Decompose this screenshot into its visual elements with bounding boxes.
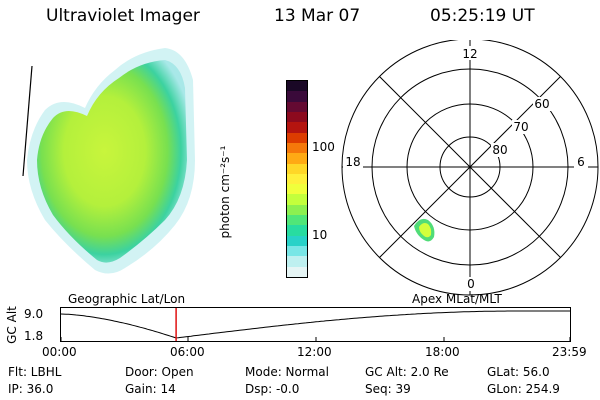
timeline-x-tick-0600: 06:00 [170, 345, 205, 359]
colorbar-segment [287, 215, 307, 226]
timeline-y-tick-1.8: 1.8 [24, 329, 44, 343]
status-gain: Gain: 14 [125, 382, 176, 396]
colorbar-tick-100: 100 [312, 140, 335, 154]
colorbar-segment [287, 122, 307, 134]
colorbar-segment [287, 204, 307, 216]
colorbar-segment [287, 81, 307, 92]
lat-label-70: 70 [513, 120, 528, 134]
observation-date: 13 Mar 07 [274, 6, 361, 26]
altitude-curve [60, 310, 571, 339]
colorbar-segment [287, 256, 307, 268]
status-dsp: Dsp: -0.0 [245, 382, 300, 396]
colorbar-segment [287, 91, 307, 103]
mlt-label-18: 18 [345, 155, 360, 169]
colorbar-tick-10: 10 [312, 228, 328, 242]
aurora-emission [37, 60, 187, 263]
timeline-x-tick-0000: 00:00 [42, 345, 77, 359]
status-glon: GLon: 254.9 [487, 382, 560, 396]
limb-line [22, 65, 33, 177]
colorbar-segment [287, 101, 307, 113]
colorbar-segment [287, 225, 307, 237]
colorbar-segment [287, 246, 307, 257]
status-seq: Seq: 39 [365, 382, 411, 396]
timeline-right-label: Apex MLat/MLT [412, 292, 502, 306]
timeline-x-tick-2359: 23:59 [552, 345, 587, 359]
mlt-label-12: 12 [462, 47, 477, 61]
timeline-x-tick-1200: 12:00 [297, 345, 332, 359]
lat-label-60: 60 [534, 97, 549, 111]
colorbar-unit-label: photon cm⁻²s⁻¹ [218, 145, 232, 239]
colorbar-segment [287, 184, 307, 195]
colorbar-segment [287, 235, 307, 247]
mlt-label-6: 6 [577, 155, 585, 169]
altitude-timeline-plot [60, 307, 571, 342]
timeline-left-label: Geographic Lat/Lon [68, 292, 186, 306]
aurora-spot [414, 218, 435, 242]
lat-label-80: 80 [492, 143, 507, 157]
status-filter: Flt: LBHL [8, 365, 62, 379]
timeline-y-tick-9: 9.0 [24, 307, 44, 321]
colorbar-segment [287, 173, 307, 185]
status-ip: IP: 36.0 [8, 382, 54, 396]
timeline-frame [60, 307, 571, 342]
colorbar-segment [287, 266, 307, 278]
colorbar-segment [287, 132, 307, 144]
status-door: Door: Open [125, 365, 194, 379]
observation-time: 05:25:19 UT [430, 6, 535, 26]
colorbar-segment [287, 194, 307, 206]
timeline-x-ticks [60, 337, 571, 341]
status-gc-alt: GC Alt: 2.0 Re [365, 365, 449, 379]
colorbar-segment [287, 111, 307, 123]
intensity-colorbar [286, 80, 308, 278]
geographic-uv-image [22, 48, 195, 274]
colorbar-segment [287, 142, 307, 154]
status-glat: GLat: 56.0 [487, 365, 550, 379]
instrument-title: Ultraviolet Imager [46, 6, 200, 26]
colorbar-segment [287, 163, 307, 175]
mlt-label-0: 0 [467, 277, 475, 291]
timeline-x-tick-1800: 18:00 [425, 345, 460, 359]
status-mode: Mode: Normal [245, 365, 329, 379]
polar-mlt-plot: 12 18 6 0 60 70 80 [341, 40, 599, 296]
colorbar-segment [287, 153, 307, 165]
meridian-diag-2 [379, 76, 561, 258]
timeline-y-axis-label: GC Alt [5, 306, 19, 344]
